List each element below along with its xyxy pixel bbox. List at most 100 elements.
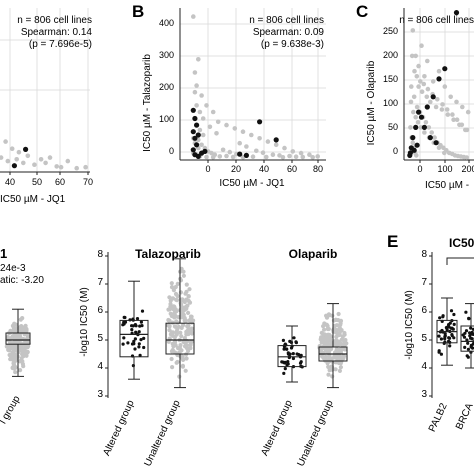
panel-d2-box-point <box>188 316 194 321</box>
panel-b-point <box>224 122 229 128</box>
panel-d3-box-point <box>334 334 339 339</box>
panel-e-box-point <box>469 343 473 347</box>
panel-c-point <box>444 107 450 112</box>
panel-b-point <box>194 103 199 108</box>
panel-b-point <box>287 153 292 159</box>
panel-d2-box-point <box>174 332 179 337</box>
panel-c-ytick-2: 50 <box>388 122 398 132</box>
panel-d3-box-point <box>336 311 341 317</box>
panel-d3-box-point <box>337 330 342 335</box>
panel-d3-plot <box>277 303 349 389</box>
panel-d2-box-point <box>183 319 188 324</box>
panel-d2-box-point <box>184 304 189 309</box>
panel-c-point <box>460 104 465 110</box>
panel-a-point <box>25 153 31 159</box>
panel-c-point <box>450 112 455 117</box>
panel-b-point <box>214 131 219 136</box>
panel-d2-box <box>119 319 149 358</box>
panel-d3-box-point <box>340 345 345 350</box>
panel-b-point <box>260 150 266 155</box>
panel-b-point <box>196 57 201 62</box>
panel-d1-box-point <box>11 328 16 334</box>
panel-d3-box-point <box>334 327 339 333</box>
panel-a-point <box>11 163 17 169</box>
panel-d2-box-point <box>186 294 191 299</box>
panel-b-xtick-4: 60 <box>287 164 297 174</box>
panel-d2-box-point <box>138 353 142 357</box>
panel-a-xlabel: IC50 µM - JQ1 <box>0 194 66 205</box>
panel-d2-box-point <box>169 356 174 362</box>
panel-d2-box-point <box>139 320 143 324</box>
panel-c-point <box>411 94 417 100</box>
panel-d3-box-point <box>291 356 295 361</box>
panel-c-point <box>436 68 442 74</box>
panel-d2-box <box>165 322 195 355</box>
panel-d2-box-point <box>123 320 128 324</box>
panel-c-point <box>416 84 421 89</box>
panel-b-point <box>264 154 269 160</box>
panel-d3-box-point <box>297 353 301 357</box>
panel-d3-xtick-2: Unaltered group <box>295 398 335 468</box>
panel-d2-box-point <box>181 357 186 362</box>
panel-d3-box-point <box>330 313 335 318</box>
panel-a-point <box>43 160 48 166</box>
panel-e-box-point <box>466 355 470 359</box>
panel-c-point <box>418 114 425 120</box>
panel-b-point <box>257 136 262 141</box>
panel-d2-box-point <box>169 285 175 290</box>
panel-c-point <box>426 125 432 130</box>
panel-b-point <box>197 109 203 115</box>
panel-a-point <box>32 162 37 167</box>
panel-d2-box-point <box>134 330 138 334</box>
panel-d3-box-point <box>342 330 347 336</box>
panel-d2-box-point <box>169 281 174 286</box>
panel-d2-box-point <box>140 309 145 313</box>
panel-b-point <box>204 103 209 108</box>
panel-b-point <box>215 119 221 125</box>
panel-d3-box-point <box>337 325 342 330</box>
panel-c-point <box>416 63 421 69</box>
panel-d2-box-point <box>168 301 173 307</box>
panel-a-point <box>83 164 88 170</box>
panel-c-point <box>465 109 471 115</box>
panel-b-point <box>249 132 254 138</box>
panel-d3-box-point <box>338 321 343 326</box>
panel-d2-box-point <box>142 345 146 350</box>
panel-e-box-point <box>466 347 470 351</box>
panel-d3-box-point <box>341 338 347 343</box>
panel-d3-xtick-1: Altered group <box>259 398 295 457</box>
panel-c-ytick-6: 250 <box>383 26 398 36</box>
panel-b: B n = 806 cell lines Spearman: 0.09 (p =… <box>132 2 326 189</box>
panel-c-point <box>410 28 416 33</box>
panel-a-point <box>47 155 53 160</box>
panel-d3-box-point <box>298 361 303 365</box>
panel-b-point <box>207 124 213 130</box>
panel-c-point <box>428 99 433 105</box>
panel-d3-box-point <box>333 317 339 322</box>
panel-b-point <box>192 135 198 141</box>
panel-a-stat-3: (p = 7.696e-5) <box>29 39 92 50</box>
panel-b-point <box>240 129 246 134</box>
panel-d2-box-point <box>142 336 146 340</box>
panel-d1-box-point <box>19 348 24 353</box>
panel-d3-box-point <box>334 323 339 328</box>
panel-d3-box-point <box>280 360 284 364</box>
panel-c-point <box>429 130 435 135</box>
panel-a-point <box>54 164 59 169</box>
panel-d3-box-point <box>334 339 339 344</box>
panel-b-ytick-5: 400 <box>159 18 174 28</box>
panel-b-point <box>300 154 306 160</box>
panel-d1-box-point <box>17 359 22 364</box>
panel-b-point <box>200 132 206 138</box>
panel-e: E IC50 3 4 5 6 7 8 -log10 IC50 (M) PALB2… <box>387 232 474 434</box>
panel-d2-box-point <box>126 341 130 345</box>
panel-a-point <box>65 158 71 164</box>
panel-b-point <box>237 151 243 157</box>
panel-d1-box-point <box>12 364 17 369</box>
panel-e-box-point <box>447 339 451 343</box>
panel-b-xtick-2: 20 <box>231 164 241 174</box>
panel-e-box-point <box>437 350 441 354</box>
panel-b-point <box>192 115 198 122</box>
panel-b-point <box>197 127 203 133</box>
